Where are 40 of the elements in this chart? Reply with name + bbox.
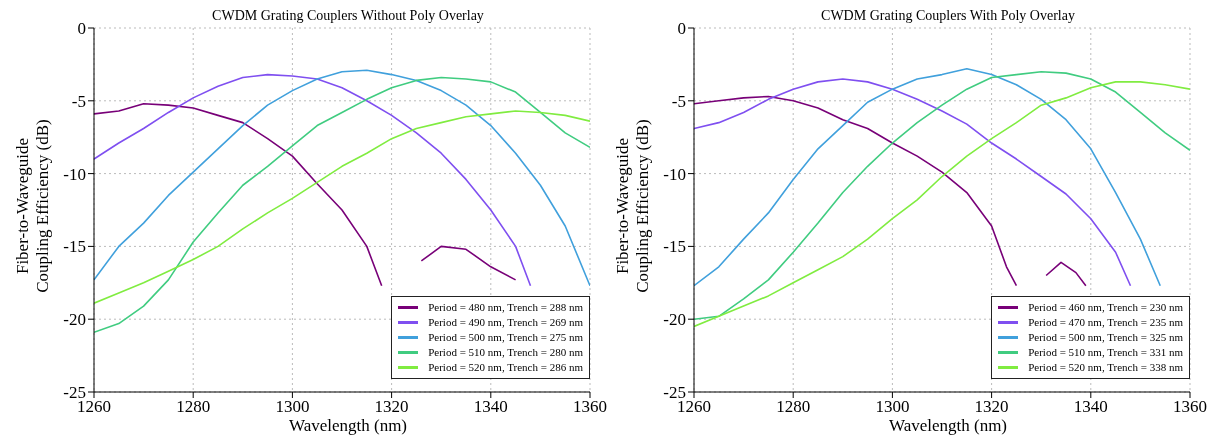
- chart-title: CWDM Grating Couplers Without Poly Overlay: [211, 8, 485, 24]
- y-tick-label: -10: [63, 164, 86, 184]
- x-tick-label: 1360: [573, 397, 607, 417]
- legend-label: Period = 510 nm, Trench = 280 nm: [428, 345, 583, 360]
- legend-label: Period = 520 nm, Trench = 286 nm: [428, 360, 583, 375]
- y-tick-label: -5: [671, 91, 686, 111]
- legend-label: Period = 500 nm, Trench = 275 nm: [428, 330, 583, 345]
- y-tick-label: -15: [663, 237, 686, 257]
- y-tick-label: 0: [77, 19, 86, 39]
- y-tick-label: -20: [663, 310, 686, 330]
- chart-title: CWDM Grating Couplers With Poly Overlay: [820, 8, 1076, 24]
- y-tick-label: -15: [63, 237, 86, 257]
- x-tick-label: 1300: [875, 397, 910, 417]
- x-tick-label: 1280: [176, 397, 211, 417]
- legend-label: Period = 460 nm, Trench = 230 nm: [1028, 300, 1183, 315]
- y-tick-label: -20: [63, 310, 86, 330]
- y-axis-title: Fiber-to-Waveguide Coupling Efficiency (dB): [13, 118, 53, 293]
- x-tick-label: 1360: [1173, 397, 1207, 417]
- legend-label: Period = 480 nm, Trench = 288 nm: [428, 300, 583, 315]
- y-tick-label: -5: [71, 91, 86, 111]
- x-tick-label: 1320: [374, 397, 409, 417]
- legend-label: Period = 510 nm, Trench = 331 nm: [1028, 345, 1183, 360]
- line-series: [94, 76, 590, 334]
- legend-label: Period = 470 nm, Trench = 235 nm: [1028, 315, 1183, 330]
- legend-label: Period = 500 nm, Trench = 325 nm: [1028, 330, 1183, 345]
- x-tick-label: 1300: [275, 397, 310, 417]
- x-tick-label: 1340: [1073, 397, 1108, 417]
- y-tick-label: -10: [663, 164, 686, 184]
- line-series: [94, 110, 590, 304]
- x-tick-label: 1260: [77, 397, 111, 417]
- y-axis-title: Fiber-to-Waveguide Coupling Efficiency (dB): [613, 118, 653, 293]
- x-axis-title: Wavelength (nm): [887, 416, 1009, 436]
- legend-label: Period = 490 nm, Trench = 269 nm: [428, 315, 583, 330]
- x-tick-label: 1260: [677, 397, 711, 417]
- x-tick-label: 1280: [776, 397, 811, 417]
- x-axis-title: Wavelength (nm): [287, 416, 409, 436]
- x-tick-label: 1320: [974, 397, 1009, 417]
- legend-label: Period = 520 nm, Trench = 338 nm: [1028, 360, 1183, 375]
- y-tick-label: 0: [677, 19, 686, 39]
- x-tick-label: 1340: [473, 397, 508, 417]
